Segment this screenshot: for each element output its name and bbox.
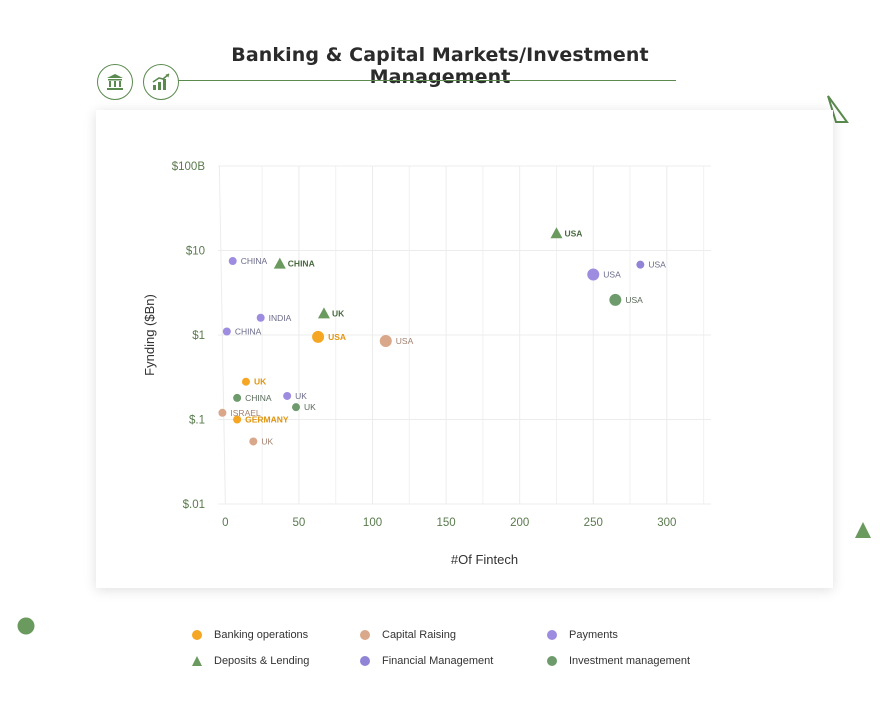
scatter-chart: $100B $10 $1 $.1 $.01 0 50 100 150 200 250 300 #Of F… <box>142 161 711 567</box>
data-label: CHINA <box>288 259 315 269</box>
data-label: UK <box>261 436 273 446</box>
chart-card: $100B $10 $1 $.1 $.01 0 50 100 150 200 250 300 #Of F… <box>96 110 833 588</box>
data-label: USA <box>396 336 414 346</box>
x-tick-label: 50 <box>293 517 306 529</box>
y-tick-label: $.1 <box>189 415 205 427</box>
y-tick-label: $10 <box>186 246 205 258</box>
legend-dot-icon <box>190 628 204 642</box>
data-point <box>241 377 250 386</box>
legend-dot-icon <box>358 628 372 642</box>
data-point <box>233 393 242 402</box>
data-point <box>291 403 300 412</box>
legend-label: Deposits & Lending <box>214 655 310 667</box>
legend-item: Financial Management <box>358 654 493 668</box>
x-tick-label: 0 <box>222 517 228 529</box>
legend-label: Banking operations <box>214 629 309 641</box>
y-tick-label: $1 <box>192 330 205 342</box>
x-tick-label: 150 <box>437 517 456 529</box>
data-point <box>249 437 258 446</box>
y-axis-label: Fynding ($Bn) <box>142 294 157 376</box>
triangle-decoration-icon <box>855 522 871 538</box>
data-label: UK <box>254 377 267 387</box>
legend-label: Capital Raising <box>382 629 456 641</box>
y-tick-label: $100B <box>172 161 206 173</box>
data-point <box>228 257 237 266</box>
data-point <box>222 327 231 336</box>
data-label: INDIA <box>269 313 292 323</box>
x-axis-label: #Of Fintech <box>451 552 518 567</box>
x-tick-label: 300 <box>657 517 676 529</box>
title-divider <box>178 80 676 81</box>
data-point-triangle <box>550 227 563 239</box>
y-tick-label: $.01 <box>183 499 205 511</box>
x-tick-label: 250 <box>584 517 603 529</box>
data-label: GERMANY <box>245 415 289 425</box>
bank-icon <box>107 74 123 90</box>
data-point-triangle <box>273 257 286 269</box>
data-label: UK <box>332 308 345 318</box>
legend-label: Investment management <box>569 655 691 667</box>
data-label: CHINA <box>245 393 272 403</box>
data-point <box>218 408 227 417</box>
data-label: USA <box>603 269 621 279</box>
chart-page-title: Banking & Capital Markets/Investment Man… <box>231 44 649 88</box>
data-label: USA <box>564 228 582 238</box>
data-point-triangle <box>317 307 330 319</box>
data-label: CHINA <box>241 256 268 266</box>
data-label: USA <box>328 332 346 342</box>
legend-label: Financial Management <box>382 655 494 667</box>
data-label: ISRAEL <box>230 408 261 418</box>
data-label: UK <box>304 402 316 412</box>
data-point <box>283 391 292 400</box>
legend-item: Banking operations <box>190 628 308 642</box>
legend-dot-icon <box>545 628 559 642</box>
data-label: USA <box>648 260 666 270</box>
data-label: CHINA <box>235 327 262 337</box>
dot-decoration-icon <box>17 617 35 635</box>
legend-item: Payments <box>545 628 618 642</box>
data-point <box>587 268 600 281</box>
data-point <box>379 334 392 347</box>
legend-item: Deposits & Lending <box>190 654 309 668</box>
growth-chart-icon <box>152 73 170 90</box>
bank-icon-badge <box>97 64 133 100</box>
data-point <box>256 313 265 322</box>
x-tick-label: 100 <box>363 517 382 529</box>
data-label: USA <box>625 295 643 305</box>
legend-item: Investment management <box>545 654 690 668</box>
data-label: UK <box>295 391 307 401</box>
x-tick-label: 200 <box>510 517 529 529</box>
data-point <box>233 415 242 424</box>
legend-item: Capital Raising <box>358 628 456 642</box>
data-point <box>312 330 325 343</box>
data-point <box>636 260 645 269</box>
data-point <box>609 293 622 306</box>
growth-chart-icon-badge <box>143 64 179 100</box>
legend-dot-icon <box>545 654 559 668</box>
triangle-outline-decoration-icon <box>827 95 849 123</box>
legend-dot-icon <box>358 654 372 668</box>
legend-label: Payments <box>569 629 618 641</box>
legend-triangle-icon <box>190 654 204 668</box>
